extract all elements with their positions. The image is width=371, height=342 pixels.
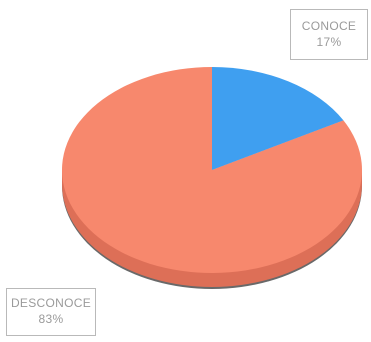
data-label-desconoce-name: DESCONOCE (10, 296, 92, 310)
pie-slice-conoce (212, 67, 344, 170)
data-label-desconoce-value: 83% (38, 312, 64, 326)
data-label-conoce-value: 17% (316, 35, 342, 49)
data-label-desconoce: DESCONOCE 83% (6, 288, 96, 336)
pie-slice-desconoce (62, 67, 363, 274)
data-label-conoce-name: CONOCE (301, 19, 357, 33)
data-label-conoce: CONOCE 17% (290, 9, 368, 60)
pie-top (62, 67, 363, 274)
